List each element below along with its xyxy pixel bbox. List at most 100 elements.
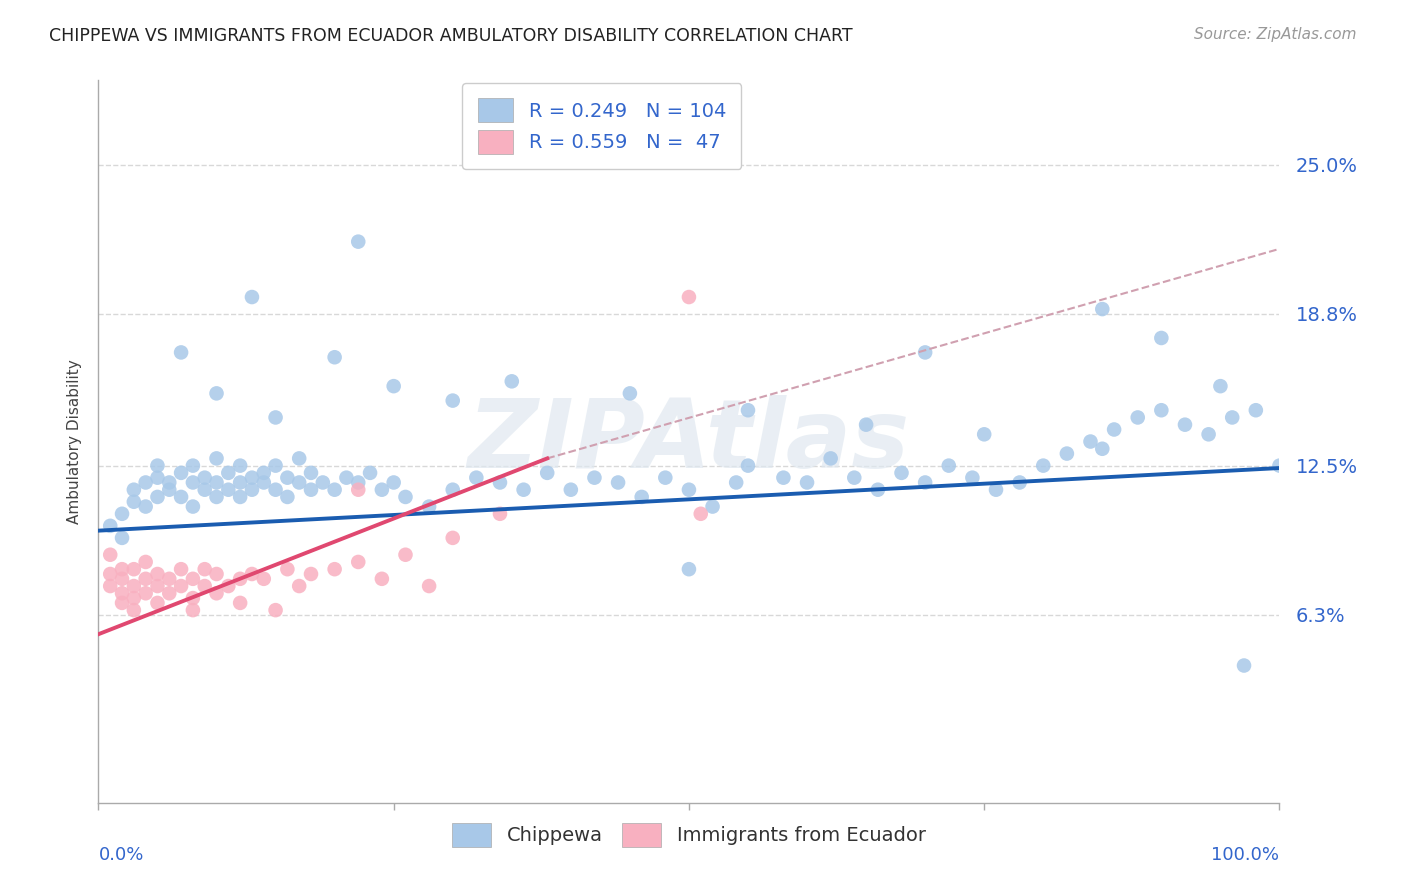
Point <box>1091 442 1114 456</box>
Point <box>276 471 298 485</box>
Point <box>194 562 217 576</box>
Point <box>1198 427 1220 442</box>
Point <box>146 490 169 504</box>
Point <box>98 567 121 582</box>
Point <box>678 562 700 576</box>
Point <box>984 483 1007 497</box>
Point <box>229 458 252 473</box>
Point <box>725 475 748 490</box>
Point <box>1220 410 1243 425</box>
Point <box>264 603 287 617</box>
Point <box>122 483 145 497</box>
Point <box>181 591 204 605</box>
Point <box>347 475 370 490</box>
Point <box>229 475 252 490</box>
Point <box>418 579 440 593</box>
Point <box>157 586 180 600</box>
Point <box>619 386 641 401</box>
Point <box>1080 434 1102 449</box>
Point <box>938 458 960 473</box>
Point <box>205 475 228 490</box>
Point <box>441 483 464 497</box>
Text: CHIPPEWA VS IMMIGRANTS FROM ECUADOR AMBULATORY DISABILITY CORRELATION CHART: CHIPPEWA VS IMMIGRANTS FROM ECUADOR AMBU… <box>49 27 853 45</box>
Point <box>1056 446 1078 460</box>
Point <box>418 500 440 514</box>
Point <box>240 290 263 304</box>
Point <box>135 500 157 514</box>
Point <box>1102 422 1125 436</box>
Point <box>1174 417 1197 432</box>
Point <box>772 471 794 485</box>
Point <box>111 562 134 576</box>
Point <box>382 475 405 490</box>
Point <box>371 572 394 586</box>
Point <box>737 403 759 417</box>
Point <box>1150 403 1173 417</box>
Point <box>181 603 204 617</box>
Point <box>1233 658 1256 673</box>
Point <box>288 579 311 593</box>
Point <box>299 567 322 582</box>
Point <box>146 596 169 610</box>
Point <box>323 483 346 497</box>
Point <box>181 500 204 514</box>
Point <box>501 374 523 388</box>
Point <box>253 475 276 490</box>
Point <box>489 475 512 490</box>
Point <box>866 483 889 497</box>
Point <box>170 345 193 359</box>
Point <box>98 579 121 593</box>
Text: 100.0%: 100.0% <box>1212 847 1279 864</box>
Point <box>146 458 169 473</box>
Point <box>630 490 652 504</box>
Point <box>914 345 936 359</box>
Point <box>394 490 416 504</box>
Point <box>205 567 228 582</box>
Point <box>194 471 217 485</box>
Point <box>347 235 370 249</box>
Point <box>678 483 700 497</box>
Point <box>347 555 370 569</box>
Point <box>276 562 298 576</box>
Point <box>205 451 228 466</box>
Point <box>820 451 842 466</box>
Point <box>299 483 322 497</box>
Point <box>229 490 252 504</box>
Point <box>371 483 394 497</box>
Point <box>146 567 169 582</box>
Point <box>181 572 204 586</box>
Point <box>146 579 169 593</box>
Point <box>973 427 995 442</box>
Point <box>962 471 984 485</box>
Point <box>229 596 252 610</box>
Point <box>382 379 405 393</box>
Point <box>299 466 322 480</box>
Point <box>512 483 534 497</box>
Point <box>181 458 204 473</box>
Point <box>146 471 169 485</box>
Point <box>170 562 193 576</box>
Point <box>560 483 582 497</box>
Point <box>122 603 145 617</box>
Y-axis label: Ambulatory Disability: Ambulatory Disability <box>66 359 82 524</box>
Point <box>217 483 239 497</box>
Point <box>312 475 335 490</box>
Point <box>205 386 228 401</box>
Point <box>240 567 263 582</box>
Point <box>1008 475 1031 490</box>
Text: Source: ZipAtlas.com: Source: ZipAtlas.com <box>1194 27 1357 42</box>
Point <box>335 471 357 485</box>
Point <box>157 572 180 586</box>
Point <box>170 490 193 504</box>
Point <box>181 475 204 490</box>
Point <box>323 350 346 364</box>
Point <box>654 471 676 485</box>
Point <box>359 466 381 480</box>
Text: 0.0%: 0.0% <box>98 847 143 864</box>
Point <box>217 466 239 480</box>
Point <box>135 572 157 586</box>
Point <box>855 417 877 432</box>
Point <box>394 548 416 562</box>
Point <box>288 451 311 466</box>
Point <box>135 555 157 569</box>
